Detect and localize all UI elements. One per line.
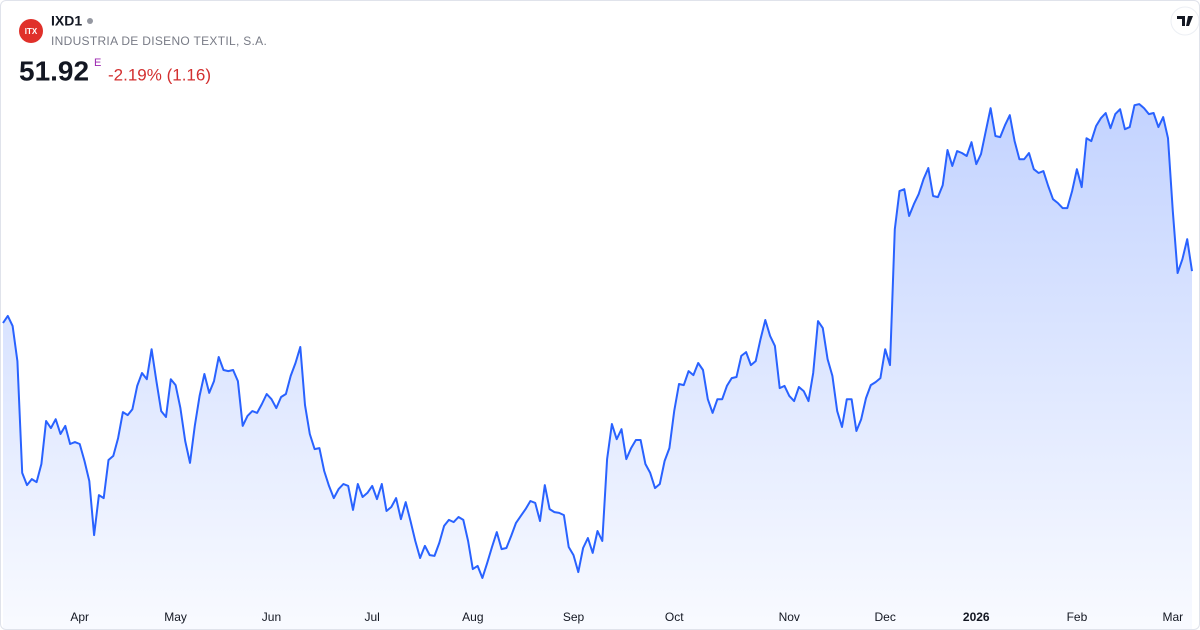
x-tick-label: Feb <box>1067 610 1088 624</box>
x-tick-label: Mar <box>1162 610 1183 624</box>
x-tick-label: Aug <box>462 610 483 624</box>
price-line <box>2 103 1193 579</box>
price-change: -2.19% (1.16) <box>108 65 211 84</box>
x-tick-label: May <box>164 610 187 624</box>
company-name: INDUSTRIA DE DISENO TEXTIL, S.A. <box>51 34 267 48</box>
symbol: IXD1 <box>51 13 82 29</box>
x-tick-label: Apr <box>70 610 89 624</box>
price-flag: E <box>94 57 101 69</box>
x-tick-label: Dec <box>874 610 895 624</box>
x-tick-label: 2026 <box>963 610 990 624</box>
x-tick-label: Jul <box>364 610 379 624</box>
logo-text: ITX <box>25 27 38 36</box>
tradingview-logo <box>1170 6 1199 36</box>
area-fill <box>3 104 1192 629</box>
x-tick-label: Oct <box>665 610 684 624</box>
x-tick-label: Jun <box>262 610 281 624</box>
x-tick-label: Sep <box>563 610 585 624</box>
logo <box>19 19 43 43</box>
x-axis: Apr May Jun Jul Aug Sep Oct Nov Dec 2026 Feb Mar <box>70 610 1183 624</box>
status-dot <box>87 18 93 24</box>
plot-area <box>2 103 1193 629</box>
x-tick-label: Nov <box>779 610 800 624</box>
price: 51.92 <box>19 55 89 86</box>
